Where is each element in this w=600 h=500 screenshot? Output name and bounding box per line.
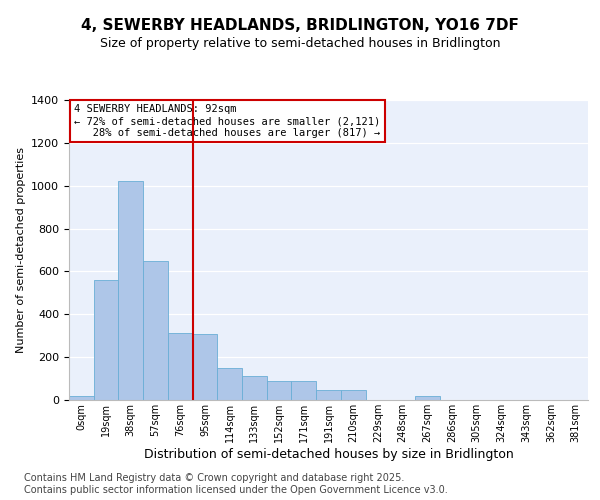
Text: Contains HM Land Registry data © Crown copyright and database right 2025.
Contai: Contains HM Land Registry data © Crown c… <box>24 474 448 495</box>
Text: Size of property relative to semi-detached houses in Bridlington: Size of property relative to semi-detach… <box>100 38 500 51</box>
Bar <box>143 260 168 400</box>
Bar <box>292 380 316 400</box>
Bar <box>415 396 440 400</box>
Bar <box>217 368 242 400</box>
X-axis label: Distribution of semi-detached houses by size in Bridlington: Distribution of semi-detached houses by … <box>143 448 514 460</box>
Bar <box>168 332 193 400</box>
Bar <box>193 334 217 400</box>
Bar <box>69 396 94 400</box>
Y-axis label: Number of semi-detached properties: Number of semi-detached properties <box>16 147 26 353</box>
Bar <box>242 376 267 400</box>
Bar <box>94 280 118 400</box>
Bar <box>118 182 143 400</box>
Text: 4 SEWERBY HEADLANDS: 92sqm
← 72% of semi-detached houses are smaller (2,121)
   : 4 SEWERBY HEADLANDS: 92sqm ← 72% of semi… <box>74 104 380 138</box>
Bar <box>316 390 341 400</box>
Bar <box>341 390 365 400</box>
Text: 4, SEWERBY HEADLANDS, BRIDLINGTON, YO16 7DF: 4, SEWERBY HEADLANDS, BRIDLINGTON, YO16 … <box>81 18 519 32</box>
Bar <box>267 380 292 400</box>
